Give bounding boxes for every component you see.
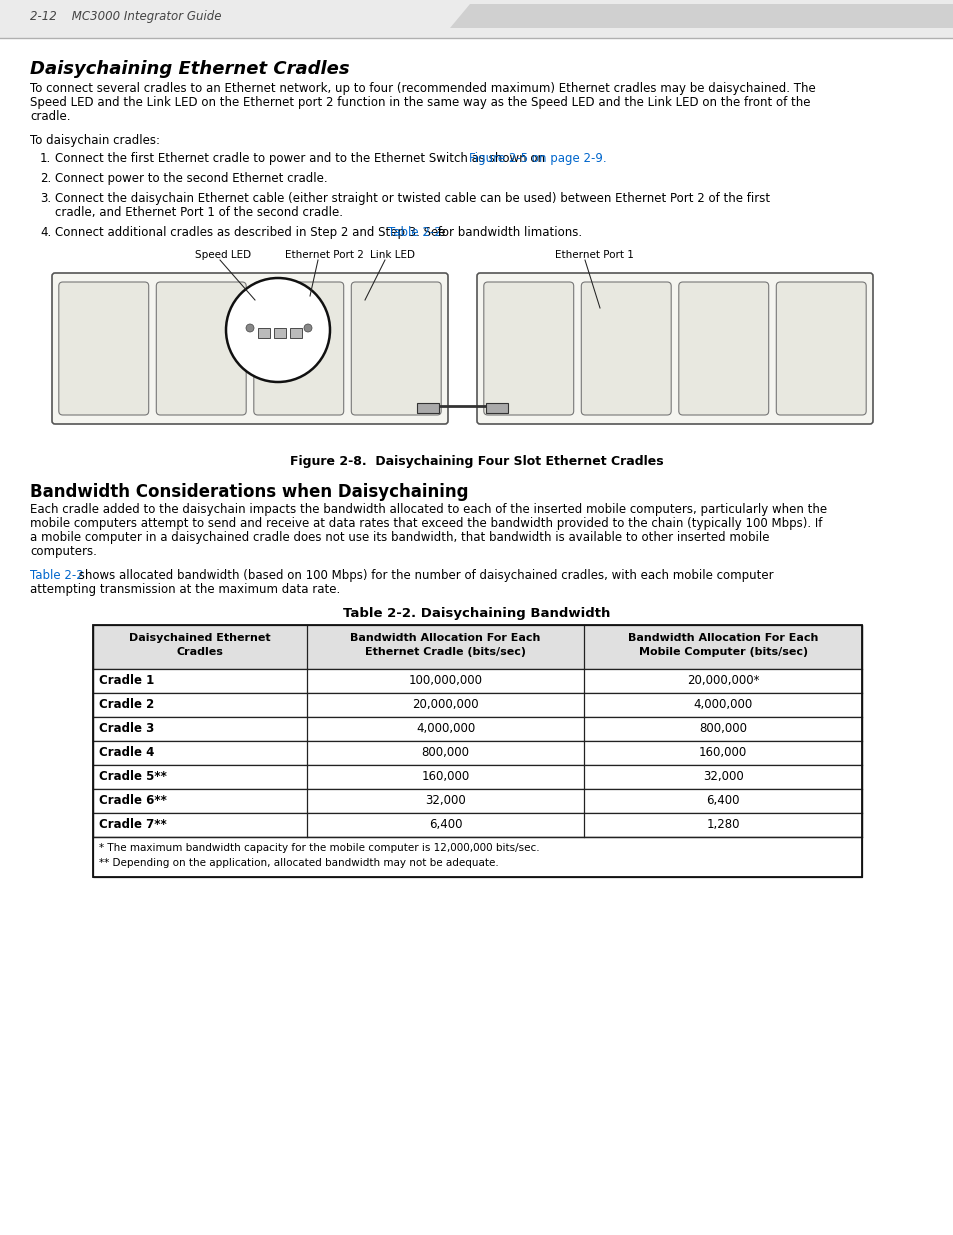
FancyBboxPatch shape	[156, 282, 246, 415]
Text: a mobile computer in a daisychained cradle does not use its bandwidth, that band: a mobile computer in a daisychained crad…	[30, 531, 769, 543]
Text: 800,000: 800,000	[699, 722, 746, 735]
Bar	[92, 625, 862, 877]
Text: 4,000,000: 4,000,000	[693, 698, 752, 711]
Text: computers.: computers.	[30, 545, 97, 558]
Text: Mobile Computer (bits/sec): Mobile Computer (bits/sec)	[638, 647, 807, 657]
Circle shape	[304, 324, 312, 332]
Text: Ethernet Port 2: Ethernet Port 2	[285, 249, 363, 261]
Bar	[92, 669, 862, 693]
Text: ** Depending on the application, allocated bandwidth may not be adequate.: ** Depending on the application, allocat…	[99, 858, 498, 868]
Text: Cradle 6**: Cradle 6**	[99, 794, 167, 806]
Circle shape	[226, 278, 330, 382]
Text: Link LED: Link LED	[370, 249, 415, 261]
Bar	[92, 764, 862, 789]
Text: mobile computers attempt to send and receive at data rates that exceed the bandw: mobile computers attempt to send and rec…	[30, 517, 821, 530]
FancyBboxPatch shape	[580, 282, 671, 415]
Bar	[274, 329, 286, 338]
Bar	[92, 813, 862, 837]
Text: 32,000: 32,000	[702, 769, 742, 783]
Text: To connect several cradles to an Ethernet network, up to four (recommended maxim: To connect several cradles to an Etherne…	[30, 82, 815, 95]
FancyBboxPatch shape	[351, 282, 440, 415]
Bar	[92, 741, 862, 764]
FancyBboxPatch shape	[679, 282, 768, 415]
Text: Cradle 1: Cradle 1	[99, 674, 154, 687]
Text: Cradle 2: Cradle 2	[99, 698, 154, 711]
Text: 4,000,000: 4,000,000	[416, 722, 475, 735]
Text: Each cradle added to the daisychain impacts the bandwidth allocated to each of t: Each cradle added to the daisychain impa…	[30, 503, 826, 516]
Text: Connect the first Ethernet cradle to power and to the Ethernet Switch as shown o: Connect the first Ethernet cradle to pow…	[55, 152, 548, 165]
Text: 100,000,000: 100,000,000	[408, 674, 482, 687]
Text: Bandwidth Considerations when Daisychaining: Bandwidth Considerations when Daisychain…	[30, 483, 468, 501]
Text: 20,000,000*: 20,000,000*	[686, 674, 759, 687]
Bar	[485, 403, 507, 412]
Text: shows allocated bandwidth (based on 100 Mbps) for the number of daisychained cra: shows allocated bandwidth (based on 100 …	[75, 569, 773, 582]
FancyBboxPatch shape	[253, 282, 343, 415]
Text: 6,400: 6,400	[706, 794, 740, 806]
Text: attempting transmission at the maximum data rate.: attempting transmission at the maximum d…	[30, 583, 340, 597]
Text: Connect the daisychain Ethernet cable (either straight or twisted cable can be u: Connect the daisychain Ethernet cable (e…	[55, 191, 769, 205]
Text: for bandwidth limations.: for bandwidth limations.	[434, 226, 581, 240]
Text: Connect power to the second Ethernet cradle.: Connect power to the second Ethernet cra…	[55, 172, 327, 185]
Text: Daisychained Ethernet: Daisychained Ethernet	[129, 634, 271, 643]
FancyBboxPatch shape	[52, 273, 448, 424]
Text: 3.: 3.	[40, 191, 51, 205]
Text: Cradle 7**: Cradle 7**	[99, 818, 167, 831]
Text: 2.: 2.	[40, 172, 51, 185]
FancyBboxPatch shape	[483, 282, 573, 415]
Text: cradle.: cradle.	[30, 110, 71, 124]
Bar	[92, 718, 862, 741]
Bar	[92, 625, 862, 669]
Text: 1,280: 1,280	[706, 818, 740, 831]
Text: To daisychain cradles:: To daisychain cradles:	[30, 135, 160, 147]
Text: Cradle 5**: Cradle 5**	[99, 769, 167, 783]
Text: Ethernet   2: Ethernet 2	[253, 316, 298, 325]
FancyBboxPatch shape	[59, 282, 149, 415]
Text: 32,000: 32,000	[425, 794, 465, 806]
Text: 160,000: 160,000	[699, 746, 746, 760]
Circle shape	[246, 324, 253, 332]
Text: Ethernet Cradle (bits/sec): Ethernet Cradle (bits/sec)	[365, 647, 525, 657]
Text: Cradle 4: Cradle 4	[99, 746, 154, 760]
Text: Table 2-2: Table 2-2	[30, 569, 84, 582]
Text: cradle, and Ethernet Port 1 of the second cradle.: cradle, and Ethernet Port 1 of the secon…	[55, 206, 343, 219]
Text: 4.: 4.	[40, 226, 51, 240]
Text: * The maximum bandwidth capacity for the mobile computer is 12,000,000 bits/sec.: * The maximum bandwidth capacity for the…	[99, 844, 539, 853]
Text: 2-12    MC3000 Integrator Guide: 2-12 MC3000 Integrator Guide	[30, 10, 221, 23]
Text: 800,000: 800,000	[421, 746, 469, 760]
Text: Ethernet Port 1: Ethernet Port 1	[555, 249, 633, 261]
Text: Figure 2-8.  Daisychaining Four Slot Ethernet Cradles: Figure 2-8. Daisychaining Four Slot Ethe…	[290, 454, 663, 468]
FancyBboxPatch shape	[476, 273, 872, 424]
Text: Speed LED: Speed LED	[194, 249, 251, 261]
Bar	[257, 329, 270, 338]
Bar	[0, 0, 953, 38]
Bar	[416, 403, 438, 412]
Text: Bandwidth Allocation For Each: Bandwidth Allocation For Each	[627, 634, 818, 643]
Polygon shape	[450, 4, 953, 28]
Text: 1.: 1.	[40, 152, 51, 165]
FancyBboxPatch shape	[776, 282, 865, 415]
Bar	[290, 329, 302, 338]
Text: Table 2-2: Table 2-2	[388, 226, 441, 240]
Text: 160,000: 160,000	[421, 769, 469, 783]
Bar	[92, 789, 862, 813]
Text: Daisychaining Ethernet Cradles: Daisychaining Ethernet Cradles	[30, 61, 349, 78]
Text: Bandwidth Allocation For Each: Bandwidth Allocation For Each	[350, 634, 540, 643]
Text: Table 2-2. Daisychaining Bandwidth: Table 2-2. Daisychaining Bandwidth	[343, 606, 610, 620]
Text: 6,400: 6,400	[429, 818, 462, 831]
Text: Speed LED and the Link LED on the Ethernet port 2 function in the same way as th: Speed LED and the Link LED on the Ethern…	[30, 96, 810, 109]
Text: Figure 2-5 on page 2-9.: Figure 2-5 on page 2-9.	[469, 152, 606, 165]
Bar	[92, 837, 862, 877]
Text: 20,000,000: 20,000,000	[412, 698, 478, 711]
Bar	[92, 693, 862, 718]
Text: Connect additional cradles as described in Step 2 and Step 3. See: Connect additional cradles as described …	[55, 226, 449, 240]
Text: Cradle 3: Cradle 3	[99, 722, 154, 735]
Text: Cradles: Cradles	[176, 647, 223, 657]
